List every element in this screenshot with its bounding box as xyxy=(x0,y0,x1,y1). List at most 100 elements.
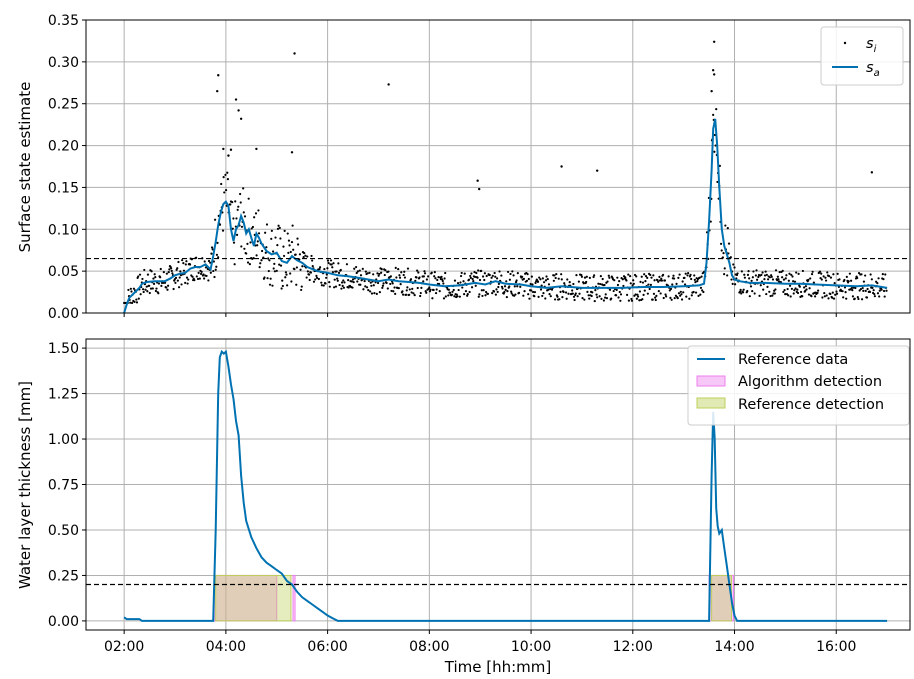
si-noise-point-830 xyxy=(629,282,632,285)
si-point-15 xyxy=(712,73,716,76)
si-noise-point-943 xyxy=(698,276,701,279)
bottom-x-ticks: 02:00 04:00 06:00 08:00 10:00 12:00 14:00 16:00 xyxy=(104,630,856,655)
si-noise-point-945 xyxy=(699,286,703,289)
si-noise-point-978 xyxy=(719,242,723,245)
si-noise-point-248 xyxy=(274,236,277,239)
si-noise-point-308 xyxy=(311,259,314,262)
si-noise-point-997 xyxy=(731,282,734,286)
si-noise-point-965 xyxy=(712,113,715,116)
bottom-xtick-label-7: 16:00 xyxy=(816,639,856,655)
bottom-ytick-label-0: 0.00 xyxy=(48,614,79,630)
si-noise-point-717 xyxy=(560,278,563,281)
si-noise-point-267 xyxy=(286,284,289,287)
si-noise-point-440 xyxy=(391,282,394,285)
si-noise-point-399 xyxy=(366,272,369,275)
si-noise-point-695 xyxy=(547,288,550,291)
si-noise-point-419 xyxy=(378,291,381,294)
si-noise-point-231 xyxy=(264,231,267,234)
si-noise-point-487 xyxy=(420,286,423,290)
si-noise-point-1055 xyxy=(766,278,770,281)
si-noise-point-386 xyxy=(358,269,361,272)
si-noise-point-1098 xyxy=(793,289,796,292)
si-noise-point-496 xyxy=(425,278,428,281)
si-noise-point-1054 xyxy=(766,285,769,289)
si-noise-point-1202 xyxy=(856,296,859,299)
si-noise-point-1058 xyxy=(768,276,772,279)
si-noise-point-692 xyxy=(545,275,548,278)
si-noise-point-566 xyxy=(468,290,471,294)
si-noise-point-1099 xyxy=(793,280,797,283)
si-noise-point-684 xyxy=(540,284,543,287)
si-noise-point-1122 xyxy=(807,293,811,296)
si-noise-point-246 xyxy=(273,262,276,266)
si-noise-point-794 xyxy=(607,274,610,277)
si-noise-point-44 xyxy=(149,287,153,290)
si-noise-point-124 xyxy=(198,277,201,280)
si-noise-point-930 xyxy=(690,294,693,297)
si-noise-point-376 xyxy=(352,281,355,284)
si-noise-point-813 xyxy=(619,299,622,302)
si-noise-point-985 xyxy=(724,224,727,227)
si-noise-point-788 xyxy=(604,296,607,299)
si-noise-point-441 xyxy=(392,290,395,293)
si-noise-point-582 xyxy=(478,293,481,296)
si-noise-point-23 xyxy=(137,275,140,278)
si-noise-point-498 xyxy=(427,275,430,278)
si-noise-point-157 xyxy=(218,223,222,226)
si-noise-point-458 xyxy=(402,273,405,277)
si-noise-point-444 xyxy=(394,292,397,295)
si-noise-point-753 xyxy=(582,282,585,285)
si-noise-point-661 xyxy=(526,273,529,276)
si-noise-point-1043 xyxy=(759,284,762,287)
si-noise-point-763 xyxy=(588,276,591,279)
si-noise-point-841 xyxy=(636,293,639,296)
si-noise-point-745 xyxy=(577,280,580,283)
si-noise-point-883 xyxy=(662,273,665,276)
si-noise-point-746 xyxy=(578,292,581,295)
si-noise-point-1208 xyxy=(860,273,863,276)
si-noise-point-281 xyxy=(294,253,297,256)
si-noise-point-425 xyxy=(382,282,385,285)
si-noise-point-493 xyxy=(423,272,427,275)
si-noise-point-961 xyxy=(709,220,712,223)
si-noise-point-849 xyxy=(641,298,644,301)
si-noise-point-1028 xyxy=(750,279,753,282)
si-noise-point-148 xyxy=(213,275,216,279)
si-noise-point-152 xyxy=(215,253,219,256)
si-point-13 xyxy=(712,40,716,43)
si-noise-point-377 xyxy=(353,267,356,270)
si-noise-point-750 xyxy=(580,275,584,278)
si-noise-point-324 xyxy=(320,284,324,287)
si-noise-point-508 xyxy=(433,275,436,278)
si-noise-point-871 xyxy=(654,298,657,302)
si-noise-point-103 xyxy=(185,276,189,279)
si-noise-point-572 xyxy=(472,280,475,283)
si-noise-point-588 xyxy=(481,275,485,278)
si-noise-point-897 xyxy=(670,298,673,301)
si-noise-point-706 xyxy=(553,298,557,301)
si-noise-point-1068 xyxy=(774,269,778,272)
si-noise-point-1212 xyxy=(862,280,866,283)
si-noise-point-991 xyxy=(727,242,731,245)
si-noise-point-321 xyxy=(318,266,322,269)
si-noise-point-935 xyxy=(693,278,696,281)
si-noise-point-647 xyxy=(517,291,521,294)
si-noise-point-1100 xyxy=(794,287,797,290)
si-noise-point-900 xyxy=(672,274,675,277)
si-point-1 xyxy=(216,89,219,93)
si-noise-point-609 xyxy=(494,293,497,296)
bottom-xtick-label-0: 02:00 xyxy=(104,639,144,655)
si-noise-point-400 xyxy=(367,289,370,292)
bottom-legend-box xyxy=(687,345,910,426)
si-noise-point-1009 xyxy=(738,290,742,293)
si-noise-point-645 xyxy=(516,272,519,275)
si-noise-point-1126 xyxy=(810,295,813,298)
top-chart-panel: 0.00 0.05 0.10 0.15 0.20 0.25 0.30 0.35 Surface… xyxy=(16,13,911,322)
si-noise-point-1049 xyxy=(763,278,766,281)
si-point-14 xyxy=(711,69,715,72)
si-noise-point-990 xyxy=(727,252,730,255)
si-noise-point-983 xyxy=(723,273,726,276)
si-noise-point-838 xyxy=(634,293,637,296)
bottom-legend: Reference data Algorithm detection Refer… xyxy=(687,345,910,426)
si-noise-point-546 xyxy=(456,295,459,298)
